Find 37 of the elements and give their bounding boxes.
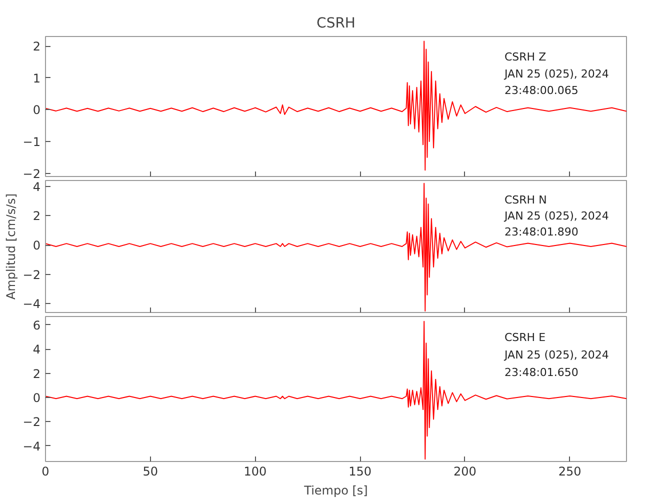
x-tick-label: 100 bbox=[244, 464, 267, 478]
line-series bbox=[46, 320, 626, 460]
y-tick-label: 2 bbox=[32, 209, 41, 224]
x-tick-label: 250 bbox=[558, 464, 582, 478]
y-tick-label: −1 bbox=[22, 135, 41, 149]
annotation: CSRH E bbox=[504, 331, 546, 344]
y-axis-title: Amplitud [cm/s/s] bbox=[4, 193, 18, 300]
line-series bbox=[46, 182, 626, 312]
annotation: 23:48:01.650 bbox=[504, 366, 578, 379]
y-tick-label: −2 bbox=[22, 415, 41, 430]
annotation: 23:48:01.890 bbox=[504, 225, 578, 238]
x-tick-label: 50 bbox=[142, 464, 158, 478]
y-tick-label: 2 bbox=[32, 40, 41, 54]
y-tick-label: 0 bbox=[32, 390, 41, 405]
annotation: JAN 25 (025), 2024 bbox=[503, 348, 609, 362]
x-axis-title: Tiempo [s] bbox=[303, 484, 368, 498]
y-tick-label: −4 bbox=[22, 297, 41, 312]
y-tick-label: −2 bbox=[22, 268, 41, 282]
x-tick-label: 150 bbox=[348, 464, 372, 478]
annotation: JAN 25 (025), 2024 bbox=[503, 210, 609, 223]
y-tick-label: −4 bbox=[22, 439, 41, 454]
annotation: CSRH N bbox=[504, 194, 547, 207]
y-tick-label: 4 bbox=[32, 342, 41, 357]
y-tick-label: 4 bbox=[32, 180, 41, 194]
y-tick-label: 2 bbox=[32, 366, 41, 381]
x-tick-label: 200 bbox=[454, 464, 476, 478]
line-series bbox=[46, 40, 626, 171]
y-tick-label: 0 bbox=[32, 103, 41, 118]
chart-title: CSRH bbox=[316, 16, 356, 32]
y-tick-label: 0 bbox=[32, 238, 41, 253]
annotation: 23:48:00.065 bbox=[504, 84, 578, 98]
y-tick-label: 6 bbox=[32, 318, 41, 332]
x-tick-label: 0 bbox=[42, 464, 50, 478]
annotation: JAN 25 (025), 2024 bbox=[503, 67, 609, 80]
y-tick-label: −2 bbox=[22, 166, 41, 181]
y-tick-label: 1 bbox=[32, 71, 41, 86]
annotation: CSRH Z bbox=[504, 50, 547, 64]
